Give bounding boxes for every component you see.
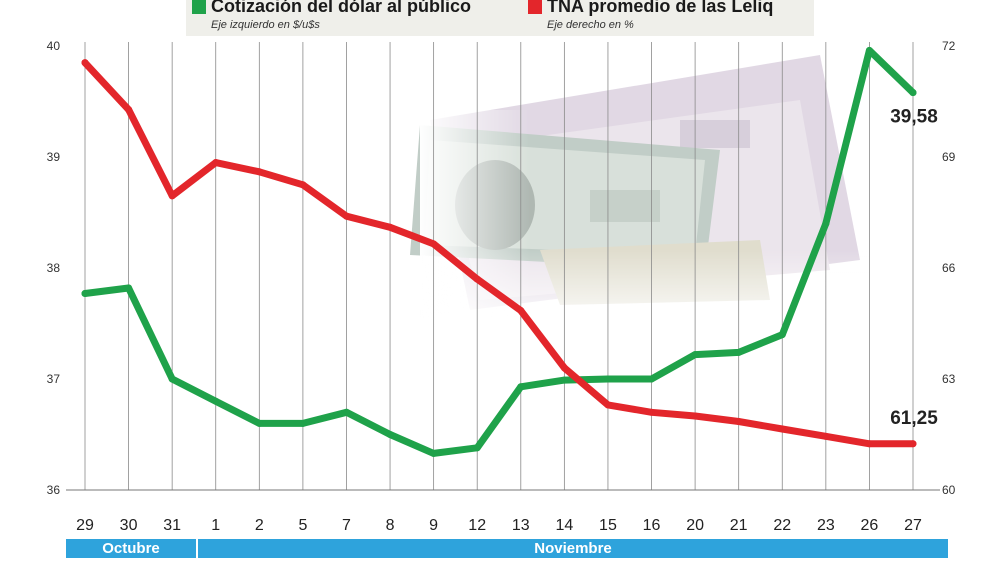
data-point bbox=[299, 419, 307, 427]
x-tick-label: 21 bbox=[730, 517, 748, 534]
month-label-october: Octubre bbox=[66, 539, 196, 558]
end-labels: 39,58 61,25 bbox=[890, 107, 938, 429]
end-value-label: 39,58 bbox=[890, 107, 938, 128]
data-point bbox=[865, 46, 873, 54]
left-axis-ticks: 36 37 38 39 40 bbox=[47, 39, 61, 497]
x-tick-label: 20 bbox=[686, 517, 704, 534]
x-tick-label: 5 bbox=[298, 517, 307, 534]
x-tick-label: 8 bbox=[386, 517, 395, 534]
series-layer bbox=[81, 46, 917, 457]
left-tick-label: 38 bbox=[47, 261, 61, 275]
x-tick-label: 29 bbox=[76, 517, 94, 534]
right-tick-label: 66 bbox=[942, 261, 956, 275]
data-point bbox=[822, 220, 830, 228]
x-tick-label: 30 bbox=[120, 517, 138, 534]
data-point bbox=[560, 376, 568, 384]
x-tick-label: 1 bbox=[211, 517, 220, 534]
data-point bbox=[778, 331, 786, 339]
data-point bbox=[81, 59, 89, 67]
data-point bbox=[125, 106, 133, 114]
data-point bbox=[386, 223, 394, 231]
data-point bbox=[125, 284, 133, 292]
data-point bbox=[604, 375, 612, 383]
x-tick-label: 15 bbox=[599, 517, 617, 534]
right-tick-label: 69 bbox=[942, 150, 956, 164]
left-tick-label: 36 bbox=[47, 483, 61, 497]
legend: Cotización del dólar al público Eje izqu… bbox=[186, 0, 814, 36]
x-tick-label: 23 bbox=[817, 517, 835, 534]
x-tick-label: 9 bbox=[429, 517, 438, 534]
data-point bbox=[691, 412, 699, 420]
right-axis-ticks: 60 63 66 69 72 bbox=[942, 39, 956, 497]
banknotes-illustration bbox=[410, 55, 870, 330]
legend-subtitle-leliq: Eje derecho en % bbox=[547, 19, 634, 31]
end-value-label: 61,25 bbox=[890, 408, 938, 429]
data-point bbox=[778, 425, 786, 433]
data-point bbox=[342, 408, 350, 416]
data-point bbox=[735, 418, 743, 426]
legend-subtitle-dollar: Eje izquierdo en $/u$s bbox=[211, 19, 320, 31]
left-tick-label: 39 bbox=[47, 150, 61, 164]
x-axis-ticks: 29 30 31 1 2 5 7 8 9 12 13 14 15 16 20 21 22 23 26 27 bbox=[76, 517, 922, 534]
data-point bbox=[81, 290, 89, 298]
data-point bbox=[865, 440, 873, 448]
data-point bbox=[691, 351, 699, 359]
right-tick-label: 60 bbox=[942, 483, 956, 497]
data-point bbox=[648, 408, 656, 416]
data-point bbox=[604, 401, 612, 409]
red-square-icon bbox=[528, 0, 542, 14]
data-point bbox=[648, 375, 656, 383]
x-tick-label: 31 bbox=[163, 517, 181, 534]
data-point bbox=[473, 275, 481, 283]
series-line-dollar bbox=[81, 46, 917, 457]
data-point bbox=[560, 364, 568, 372]
data-point bbox=[299, 181, 307, 189]
left-tick-label: 40 bbox=[47, 39, 61, 53]
x-tick-label: 27 bbox=[904, 517, 922, 534]
legend-title-leliq: TNA promedio de las Leliq bbox=[547, 0, 774, 16]
data-point bbox=[386, 431, 394, 438]
x-tick-label: 13 bbox=[512, 517, 530, 534]
data-point bbox=[212, 397, 220, 405]
data-point bbox=[735, 348, 743, 356]
data-point bbox=[255, 168, 263, 176]
data-point bbox=[430, 240, 438, 248]
data-point bbox=[255, 419, 263, 427]
right-tick-label: 63 bbox=[942, 372, 956, 386]
data-point bbox=[342, 212, 350, 220]
data-point bbox=[517, 383, 525, 391]
right-tick-label: 72 bbox=[942, 39, 956, 53]
data-point bbox=[430, 449, 438, 457]
data-point bbox=[909, 89, 917, 97]
x-tick-label: 22 bbox=[773, 517, 791, 534]
x-tick-label: 16 bbox=[643, 517, 661, 534]
data-point bbox=[168, 192, 176, 200]
left-tick-label: 37 bbox=[47, 372, 61, 386]
legend-title-dollar: Cotización del dólar al público bbox=[211, 0, 472, 16]
x-tick-label: 2 bbox=[255, 517, 264, 534]
x-tick-label: 12 bbox=[468, 517, 486, 534]
x-tick-label: 26 bbox=[861, 517, 879, 534]
data-point bbox=[822, 432, 830, 440]
series-line-leliq bbox=[81, 59, 917, 448]
data-point bbox=[517, 307, 525, 315]
data-point bbox=[909, 440, 917, 448]
x-tick-label: 14 bbox=[555, 517, 573, 534]
data-point bbox=[473, 444, 481, 452]
green-square-icon bbox=[192, 0, 206, 14]
month-label-november: Noviembre bbox=[198, 539, 948, 558]
data-point bbox=[212, 159, 220, 167]
data-point bbox=[168, 375, 176, 383]
x-tick-label: 7 bbox=[342, 517, 351, 534]
